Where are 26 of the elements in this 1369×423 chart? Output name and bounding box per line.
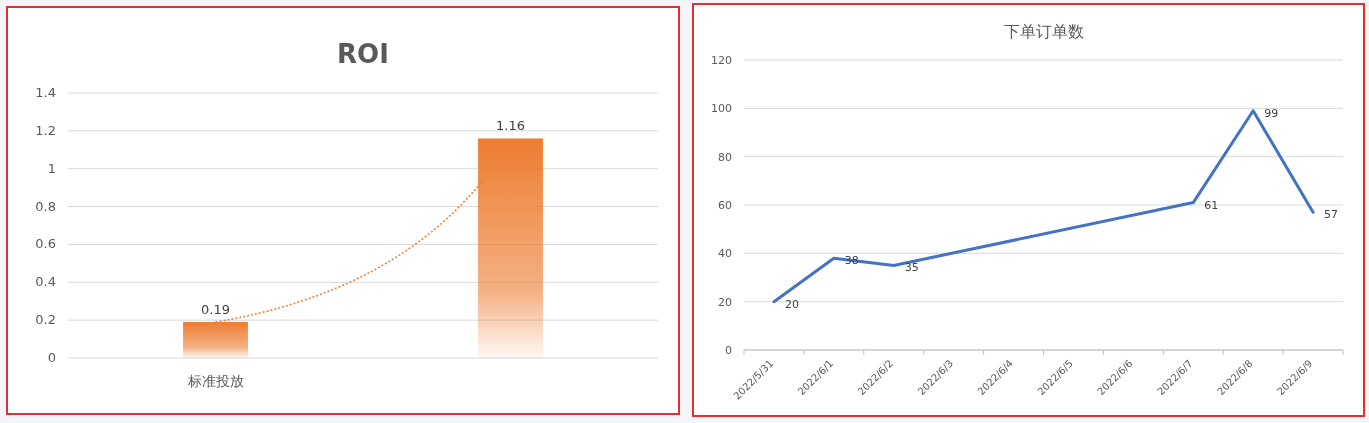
data-label: 61 <box>1204 198 1219 212</box>
y-tick-label: 40 <box>718 247 732 261</box>
y-tick-label: 120 <box>711 54 732 67</box>
data-label: 35 <box>904 261 919 275</box>
chart-title: 下单订单数 <box>1003 22 1084 41</box>
y-tick-label: 0 <box>725 344 732 357</box>
data-label: 57 <box>1324 208 1339 222</box>
y-tick-label: 0.6 <box>35 236 56 252</box>
data-label: 38 <box>844 254 859 268</box>
data-label: 0.19 <box>201 302 230 318</box>
y-tick-label: 60 <box>718 199 732 212</box>
y-tick-label: 0 <box>47 350 56 365</box>
y-tick-label: 80 <box>718 150 732 164</box>
y-tick-label: 0.2 <box>35 312 56 328</box>
chart-title: ROI <box>337 39 389 69</box>
data-label: 1.16 <box>496 118 525 134</box>
y-tick-label: 1.2 <box>35 122 56 138</box>
y-tick-label: 1.4 <box>35 85 56 100</box>
data-label: 99 <box>1264 106 1279 120</box>
y-tick-label: 0.4 <box>35 274 56 290</box>
x-tick-label: 标准投放 <box>186 373 244 389</box>
y-tick-label: 100 <box>711 102 732 116</box>
y-tick-label: 20 <box>718 295 732 309</box>
y-tick-label: 0.8 <box>35 198 56 214</box>
y-tick-label: 1 <box>47 160 56 176</box>
data-label: 20 <box>784 297 799 311</box>
